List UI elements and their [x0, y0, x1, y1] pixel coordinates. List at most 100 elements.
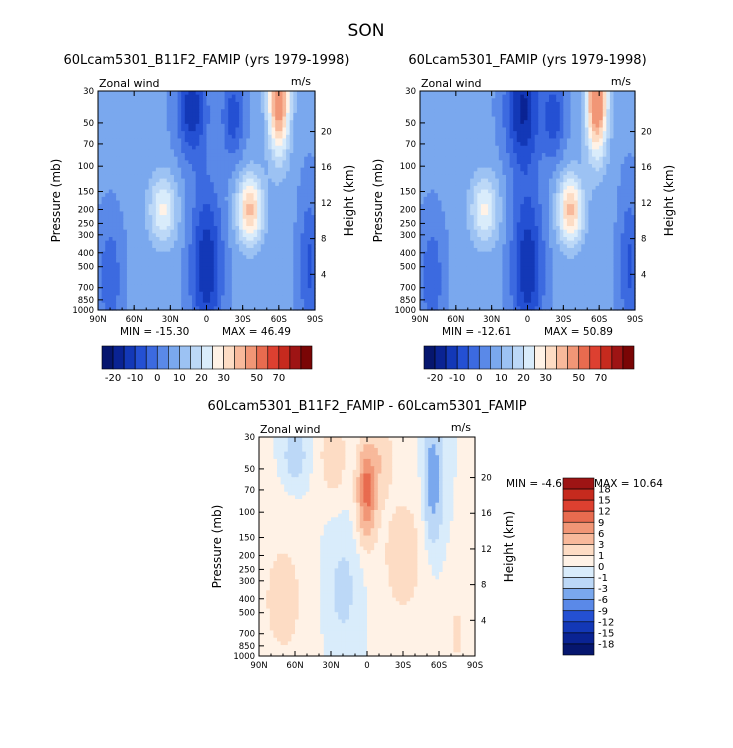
- contour-cell: [239, 288, 244, 293]
- contour-cell: [213, 120, 218, 125]
- contour-cell: [570, 142, 575, 147]
- contour-cell: [98, 156, 103, 161]
- contour-cell: [220, 247, 226, 253]
- contour-cell: [242, 138, 247, 143]
- contour-cell: [488, 138, 493, 143]
- contour-cell: [181, 237, 186, 242]
- contour-cell: [145, 247, 150, 253]
- contour-cell: [206, 273, 211, 278]
- contour-cell: [296, 160, 302, 165]
- contour-cell: [249, 112, 255, 118]
- contour-cell: [520, 116, 525, 121]
- contour-cell: [275, 127, 280, 132]
- contour-cell: [613, 105, 618, 110]
- contour-cell: [152, 218, 157, 223]
- contour-cell: [163, 120, 168, 125]
- contour-cell: [206, 167, 211, 172]
- contour-cell: [300, 94, 305, 99]
- contour-cell: [264, 196, 269, 202]
- contour-cell: [627, 98, 633, 103]
- contour-cell: [199, 226, 204, 231]
- contour-cell: [163, 160, 168, 165]
- contour-cell: [470, 123, 475, 129]
- contour-cell: [239, 164, 244, 169]
- contour-cell: [448, 91, 453, 96]
- contour-cell: [141, 299, 146, 304]
- contour-cell: [242, 204, 247, 209]
- contour-cell: [423, 134, 428, 140]
- contour-cell: [595, 105, 600, 110]
- contour-cell: [119, 222, 124, 227]
- contour-cell: [166, 247, 171, 253]
- contour-cell: [181, 218, 186, 223]
- contour-cell: [177, 269, 182, 275]
- contour-cell: [163, 262, 168, 267]
- contour-cell: [495, 112, 500, 118]
- contour-cell: [119, 295, 124, 300]
- contour-cell: [473, 167, 478, 172]
- contour-cell: [271, 291, 276, 296]
- contour-cell: [631, 164, 636, 169]
- contour-cell: [159, 112, 164, 118]
- contour-cell: [257, 302, 262, 307]
- contour-cell: [184, 233, 190, 238]
- contour-cell: [155, 164, 161, 169]
- contour-cell: [145, 266, 150, 271]
- contour-cell: [123, 123, 128, 129]
- contour-cell: [516, 120, 521, 125]
- contour-cell: [217, 145, 222, 150]
- contour-cell: [166, 204, 171, 209]
- contour-cell: [527, 116, 532, 121]
- contour-cell: [108, 280, 114, 286]
- contour-cell: [574, 138, 579, 143]
- contour-cell: [170, 269, 175, 275]
- contour-cell: [105, 131, 110, 136]
- contour-cell: [246, 244, 251, 249]
- contour-cell: [130, 240, 135, 245]
- contour-cell: [159, 299, 164, 304]
- contour-cell: [491, 109, 496, 114]
- contour-cell: [173, 222, 179, 227]
- contour-cell: [123, 120, 128, 125]
- contour-cell: [307, 258, 312, 264]
- contour-cell: [452, 134, 457, 140]
- contour-cell: [242, 91, 247, 96]
- contour-cell: [275, 233, 280, 238]
- contour-cell: [455, 123, 461, 129]
- contour-cell: [545, 94, 550, 99]
- contour-cell: [260, 182, 265, 187]
- contour-cell: [137, 171, 142, 176]
- contour-cell: [304, 277, 309, 282]
- contour-cell: [199, 131, 204, 136]
- contour-cell: [235, 277, 240, 282]
- contour-cell: [606, 91, 611, 96]
- contour-cell: [116, 218, 121, 223]
- contour-cell: [253, 91, 258, 96]
- contour-cell: [231, 277, 237, 282]
- contour-cell: [577, 131, 582, 136]
- contour-cell: [98, 258, 103, 264]
- contour-cell: [145, 280, 150, 286]
- contour-cell: [257, 174, 262, 180]
- contour-cell: [523, 160, 529, 165]
- contour-cell: [148, 109, 153, 114]
- contour-cell: [130, 233, 135, 238]
- contour-cell: [159, 288, 164, 293]
- contour-cell: [459, 105, 464, 110]
- contour-cell: [170, 149, 175, 154]
- contour-cell: [452, 123, 457, 129]
- contour-cell: [134, 247, 139, 253]
- contour-cell: [613, 145, 618, 150]
- contour-cell: [224, 145, 229, 150]
- contour-cell: [170, 306, 175, 311]
- contour-cell: [556, 101, 561, 107]
- contour-cell: [620, 160, 625, 165]
- contour-cell: [184, 269, 190, 275]
- contour-cell: [192, 105, 197, 110]
- contour-cell: [181, 247, 186, 253]
- contour-cell: [549, 116, 554, 121]
- contour-cell: [466, 123, 471, 129]
- contour-cell: [513, 112, 518, 118]
- contour-cell: [260, 295, 265, 300]
- contour-cell: [159, 215, 164, 220]
